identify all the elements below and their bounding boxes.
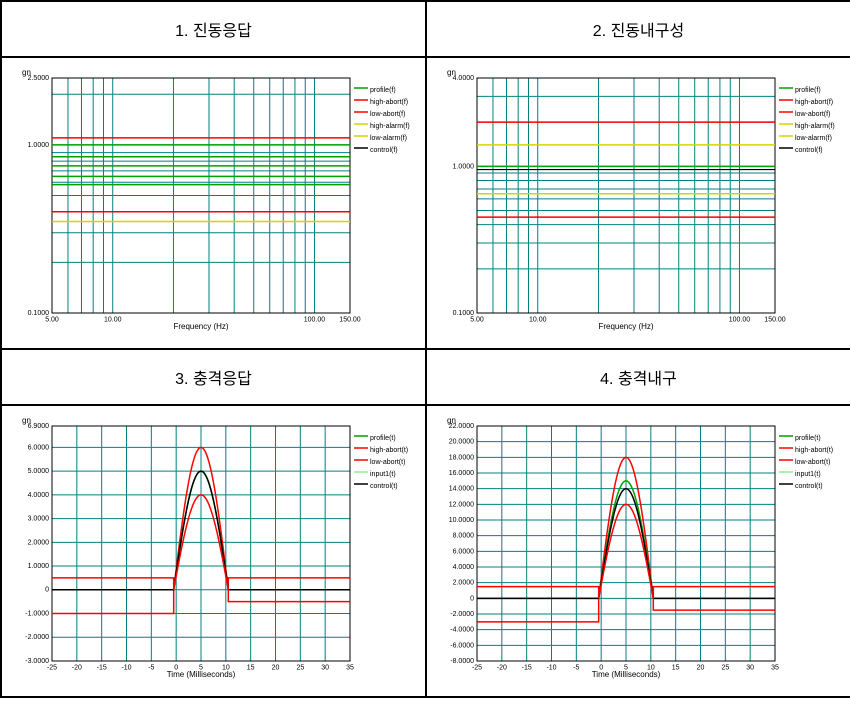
- chart-grid: 1. 진동응답 2. 진동내구성 3. 충격응답 4. 충격내구: [0, 0, 850, 698]
- panel-3-title: 3. 충격응답: [1, 349, 426, 405]
- chart-canvas-3: [7, 411, 420, 691]
- panel-2-title: 2. 진동내구성: [426, 1, 850, 57]
- panel-4-title: 4. 충격내구: [426, 349, 850, 405]
- chart-canvas-1: [7, 63, 420, 343]
- panel-4-chart: [426, 405, 850, 697]
- panel-2-chart: [426, 57, 850, 349]
- panel-1-chart: [1, 57, 426, 349]
- chart-canvas-2: [432, 63, 845, 343]
- chart-canvas-4: [432, 411, 845, 691]
- panel-3-chart: [1, 405, 426, 697]
- panel-1-title: 1. 진동응답: [1, 1, 426, 57]
